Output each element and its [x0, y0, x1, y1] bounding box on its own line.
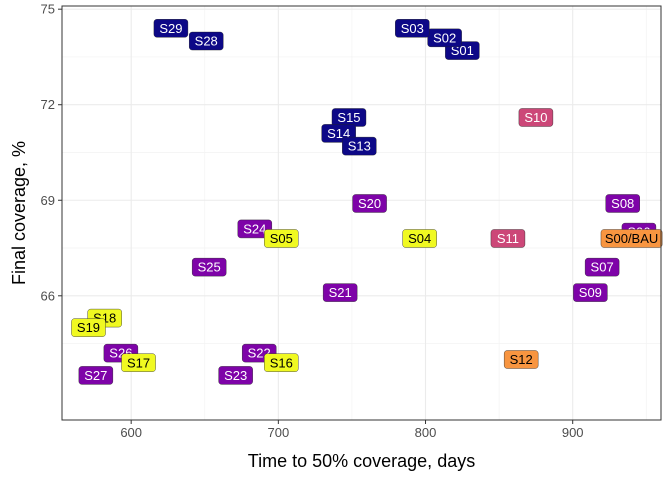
label-box	[352, 194, 387, 213]
label-box	[78, 366, 114, 385]
label-text: S03	[401, 21, 424, 36]
label-box	[264, 229, 299, 248]
label-box	[605, 194, 640, 213]
point-label-s27: S27	[78, 366, 114, 385]
label-box	[584, 257, 620, 277]
x-tick-label: 600	[120, 425, 142, 440]
label-box	[237, 219, 272, 239]
point-label-s23: S23	[218, 366, 253, 385]
point-label-s19: S19	[71, 318, 106, 337]
label-box	[153, 19, 189, 38]
label-text: S28	[195, 34, 218, 49]
label-text: S24	[243, 222, 266, 237]
label-text: S13	[348, 139, 371, 154]
x-axis: 600 700 800 900	[120, 420, 584, 440]
point-label-s08: S08	[605, 194, 640, 213]
label-text: S27	[84, 368, 107, 383]
label-box	[503, 350, 539, 369]
label-text: S02	[433, 30, 456, 45]
label-text: S25	[198, 260, 221, 275]
point-label-s17: S17	[121, 353, 156, 372]
label-text: S00/BAU	[605, 231, 658, 246]
label-box	[191, 257, 227, 277]
point-labels: S01S02S03S28S29S15S14S13S10S11S20S08S06S…	[71, 19, 663, 385]
y-tick-label: 66	[41, 288, 55, 303]
minor-gridlines	[62, 6, 661, 420]
x-tick-label: 700	[267, 425, 289, 440]
x-tick-label: 900	[562, 425, 584, 440]
label-text: S20	[358, 196, 381, 211]
label-box	[322, 283, 358, 302]
point-label-s21: S21	[322, 283, 358, 302]
y-tick-label: 75	[41, 2, 55, 17]
label-text: S21	[329, 285, 352, 300]
label-text: S29	[159, 21, 182, 36]
label-box	[518, 108, 554, 127]
y-tick-label: 72	[41, 97, 55, 112]
label-text: S12	[510, 352, 533, 367]
point-label-s00-bau: S00/BAU	[600, 229, 663, 248]
label-box	[600, 229, 663, 248]
label-text: S07	[591, 260, 614, 275]
label-box	[121, 353, 156, 372]
point-label-s24: S24	[237, 219, 272, 239]
label-box	[189, 31, 224, 51]
label-box	[402, 229, 437, 248]
x-axis-title: Time to 50% coverage, days	[248, 451, 475, 471]
y-tick-label: 69	[41, 193, 55, 208]
point-label-s29: S29	[153, 19, 189, 38]
label-text: S19	[77, 320, 100, 335]
point-label-s11: S11	[490, 229, 526, 248]
y-axis-title: Final coverage, %	[9, 141, 29, 285]
x-tick-label: 800	[415, 425, 437, 440]
label-text: S05	[270, 231, 293, 246]
label-text: S11	[497, 231, 519, 246]
plot-border	[61, 5, 662, 421]
label-text: S23	[224, 368, 247, 383]
label-box	[395, 19, 430, 38]
point-label-s16: S16	[264, 353, 299, 372]
y-axis: 66 69 72 75	[41, 2, 62, 303]
label-box	[71, 318, 106, 337]
label-text: S08	[611, 196, 634, 211]
label-text: S15	[337, 110, 360, 125]
label-text: S09	[579, 285, 602, 300]
point-label-s04: S04	[402, 229, 437, 248]
label-box	[342, 136, 377, 156]
point-label-s09: S09	[573, 283, 608, 302]
label-text: S16	[270, 355, 293, 370]
label-box	[218, 366, 253, 385]
point-label-s20: S20	[352, 194, 387, 213]
label-box	[427, 28, 462, 48]
label-text: S04	[408, 231, 431, 246]
label-box	[573, 283, 608, 302]
label-box	[264, 353, 299, 372]
point-label-s02: S02	[427, 28, 462, 48]
point-label-s12: S12	[503, 350, 539, 369]
point-label-s13: S13	[342, 136, 377, 156]
point-label-s28: S28	[189, 31, 224, 51]
label-box	[490, 229, 526, 248]
point-label-s15: S15	[331, 108, 367, 127]
point-label-s05: S05	[264, 229, 299, 248]
label-text: S10	[524, 110, 547, 125]
point-label-s25: S25	[191, 257, 227, 277]
plot-panel	[62, 6, 661, 420]
point-label-s07: S07	[584, 257, 620, 277]
point-label-s03: S03	[395, 19, 430, 38]
label-text: S17	[127, 355, 150, 370]
point-label-s10: S10	[518, 108, 554, 127]
